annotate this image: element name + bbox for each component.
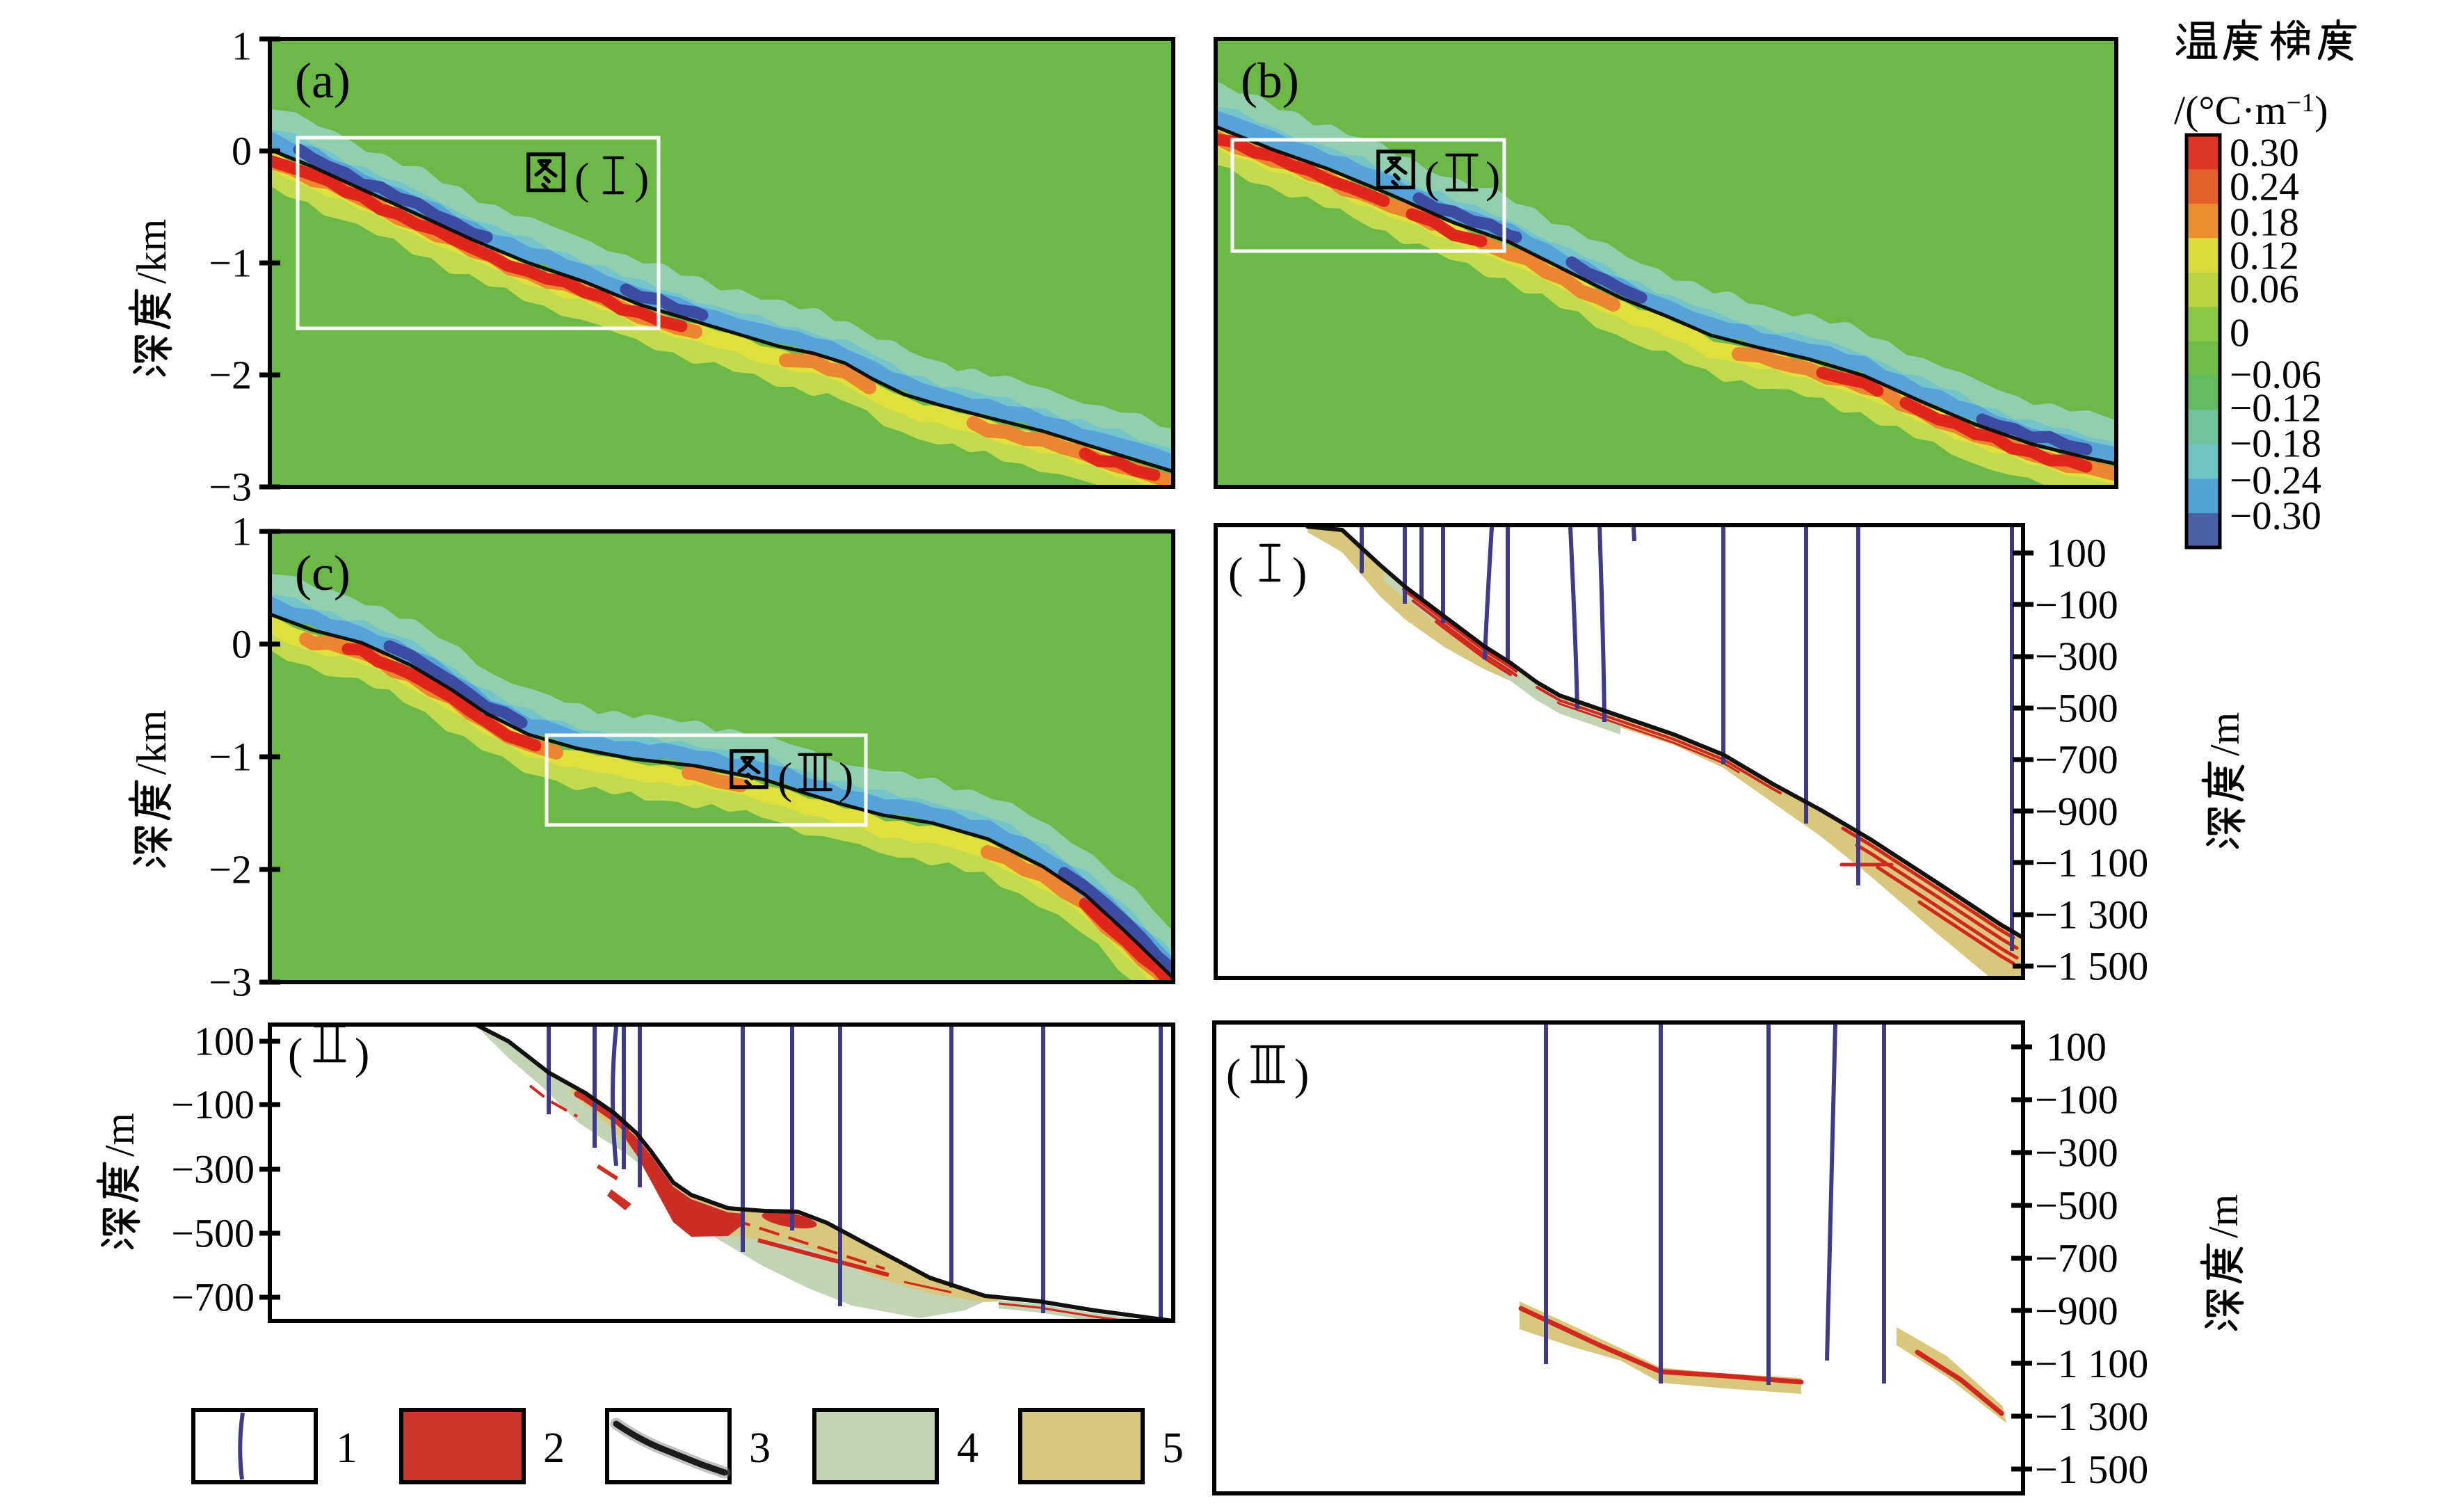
svg-text:(: ( xyxy=(1228,548,1243,597)
svg-text:0.18: 0.18 xyxy=(2230,200,2299,244)
svg-text:−1 100: −1 100 xyxy=(2035,1341,2148,1386)
svg-text:−500: −500 xyxy=(2035,685,2118,730)
svg-text:−0.18: −0.18 xyxy=(2230,422,2321,465)
svg-text:−700: −700 xyxy=(2035,737,2118,783)
svg-text:5: 5 xyxy=(1162,1425,1184,1472)
svg-text:(b): (b) xyxy=(1241,53,1299,109)
svg-text:−900: −900 xyxy=(2035,1288,2118,1333)
svg-text:): ) xyxy=(634,154,649,203)
svg-text:3: 3 xyxy=(749,1425,771,1472)
svg-text:−2: −2 xyxy=(209,847,252,892)
svg-text:): ) xyxy=(355,1029,369,1078)
svg-text:−3: −3 xyxy=(209,960,252,1005)
svg-text:−300: −300 xyxy=(2035,1130,2118,1176)
svg-text:−700: −700 xyxy=(2035,1235,2118,1281)
svg-text:−0.12: −0.12 xyxy=(2230,386,2321,430)
svg-text:−100: −100 xyxy=(2035,582,2118,627)
svg-text:−1: −1 xyxy=(209,735,252,780)
svg-text:−500: −500 xyxy=(2035,1182,2118,1228)
svg-text:−0.06: −0.06 xyxy=(2230,353,2321,396)
svg-text:(: ( xyxy=(288,1029,303,1078)
svg-text:0.12: 0.12 xyxy=(2230,234,2299,278)
svg-text:0: 0 xyxy=(232,622,252,667)
svg-text:1: 1 xyxy=(336,1425,357,1472)
svg-text:100: 100 xyxy=(2046,531,2107,576)
svg-text:0.06: 0.06 xyxy=(2230,267,2299,311)
svg-text:(c): (c) xyxy=(295,545,351,601)
svg-text:−1 500: −1 500 xyxy=(2035,944,2148,989)
svg-text:0.30: 0.30 xyxy=(2230,131,2299,175)
svg-text:−1 100: −1 100 xyxy=(2035,840,2148,885)
svg-text:/m: /m xyxy=(2200,1194,2246,1238)
svg-text:−0.24: −0.24 xyxy=(2230,458,2321,502)
svg-text:): ) xyxy=(839,753,853,803)
svg-text:0: 0 xyxy=(2230,311,2250,355)
svg-text:(: ( xyxy=(778,753,792,803)
svg-text:(: ( xyxy=(1424,152,1439,202)
svg-text:0.24: 0.24 xyxy=(2230,165,2299,209)
svg-text:(: ( xyxy=(1226,1050,1241,1099)
svg-text:(a): (a) xyxy=(295,53,351,109)
svg-text:100: 100 xyxy=(194,1019,255,1064)
svg-text:−500: −500 xyxy=(171,1211,255,1256)
svg-text:−300: −300 xyxy=(2035,634,2118,679)
svg-text:0: 0 xyxy=(232,129,252,174)
svg-text:−900: −900 xyxy=(2035,789,2118,834)
svg-text:−1 300: −1 300 xyxy=(2035,1394,2148,1439)
svg-text:1: 1 xyxy=(232,509,252,554)
svg-text:−0.30: −0.30 xyxy=(2230,494,2321,538)
svg-text:−100: −100 xyxy=(171,1082,255,1128)
svg-text:/km: /km xyxy=(129,219,175,284)
svg-text:/m: /m xyxy=(2202,712,2248,756)
svg-text:): ) xyxy=(1485,152,1500,202)
svg-text:(: ( xyxy=(574,154,589,203)
svg-text:1: 1 xyxy=(232,24,252,69)
svg-text:−100: −100 xyxy=(2035,1077,2118,1123)
svg-text:100: 100 xyxy=(2046,1025,2107,1070)
svg-text:/m: /m xyxy=(97,1113,143,1157)
svg-text:−300: −300 xyxy=(171,1147,255,1192)
svg-text:−1: −1 xyxy=(209,241,252,286)
svg-text:4: 4 xyxy=(957,1425,979,1472)
svg-text:): ) xyxy=(1294,1050,1309,1099)
svg-text:2: 2 xyxy=(543,1425,565,1472)
svg-text:): ) xyxy=(1292,548,1307,597)
svg-text:/km: /km xyxy=(129,710,175,775)
svg-text:−1 300: −1 300 xyxy=(2035,892,2148,937)
svg-text:−1 500: −1 500 xyxy=(2035,1447,2148,1492)
svg-text:−700: −700 xyxy=(171,1275,255,1320)
svg-text:−3: −3 xyxy=(209,465,252,510)
svg-text:−2: −2 xyxy=(209,353,252,398)
